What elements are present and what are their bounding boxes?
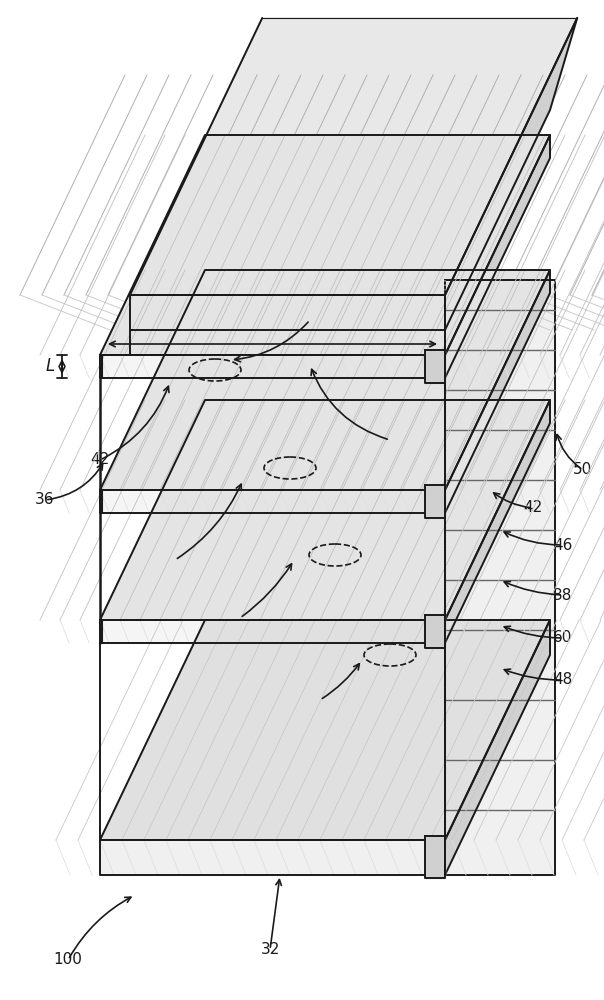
Text: 42: 42 (165, 552, 185, 568)
Text: 60: 60 (553, 631, 573, 646)
Text: 34: 34 (381, 432, 400, 448)
Text: 42: 42 (310, 692, 330, 708)
Polygon shape (445, 620, 550, 875)
Text: 42: 42 (91, 452, 109, 468)
Text: 48: 48 (553, 672, 573, 688)
Polygon shape (100, 620, 550, 840)
Text: 32: 32 (260, 942, 280, 958)
Polygon shape (130, 18, 577, 295)
Polygon shape (100, 490, 445, 513)
Text: 50: 50 (573, 462, 593, 478)
Polygon shape (425, 615, 445, 648)
Polygon shape (425, 485, 445, 518)
Polygon shape (100, 400, 550, 620)
Polygon shape (100, 620, 445, 643)
Polygon shape (445, 280, 555, 875)
Polygon shape (100, 355, 445, 378)
Polygon shape (445, 270, 550, 513)
Text: 100: 100 (54, 952, 82, 968)
Polygon shape (425, 836, 445, 878)
Polygon shape (425, 350, 445, 383)
Polygon shape (100, 840, 445, 875)
Polygon shape (445, 400, 550, 643)
Polygon shape (100, 135, 550, 355)
Polygon shape (130, 295, 445, 330)
Polygon shape (445, 135, 550, 378)
Text: 36: 36 (35, 492, 55, 508)
Polygon shape (445, 18, 577, 330)
Text: 46: 46 (553, 538, 573, 552)
Text: 44: 44 (300, 312, 320, 328)
Text: L: L (45, 357, 54, 375)
Text: W: W (264, 319, 280, 337)
Text: 38: 38 (553, 587, 573, 602)
Polygon shape (100, 270, 550, 490)
Text: 42: 42 (230, 610, 249, 626)
Text: 42: 42 (524, 500, 542, 516)
